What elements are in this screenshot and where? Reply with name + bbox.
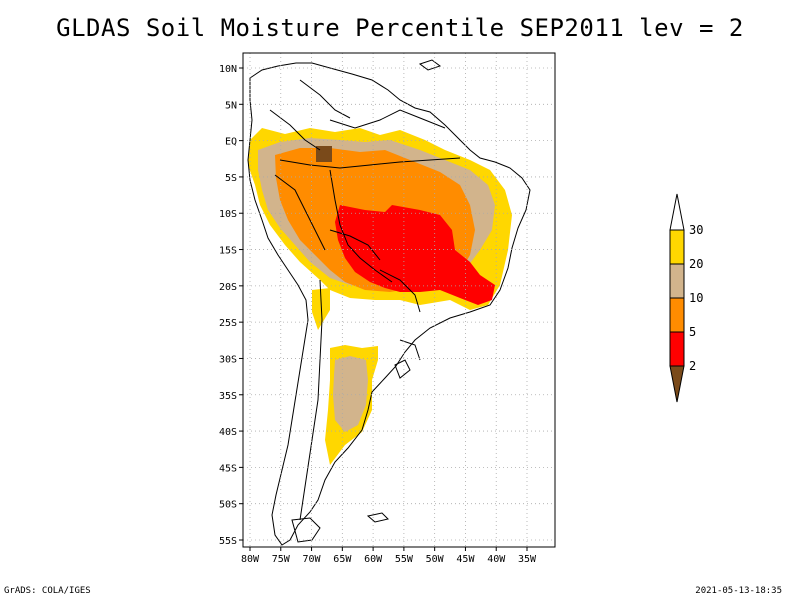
map-frame bbox=[242, 52, 556, 548]
lat-tick-label: 10S bbox=[219, 209, 237, 220]
legend-over-arrow bbox=[669, 193, 685, 231]
lat-tick-label: 25S bbox=[219, 318, 237, 329]
lat-tick-label: 50S bbox=[219, 500, 237, 511]
legend-band bbox=[669, 331, 685, 367]
legend-label: 30 bbox=[689, 223, 703, 237]
lon-tick-label: 75W bbox=[272, 554, 291, 565]
amazon-river bbox=[279, 157, 461, 169]
lat-tick-label: 55S bbox=[219, 536, 237, 547]
lat-tick-label: 20S bbox=[219, 282, 237, 293]
lat-tick-label: EQ bbox=[225, 137, 237, 148]
lat-tick-label: 5S bbox=[225, 173, 237, 184]
south-america-outline bbox=[247, 62, 531, 546]
tierra-del-fuego bbox=[291, 517, 321, 543]
lat-tick-label: 30S bbox=[219, 354, 237, 365]
shade-red-core bbox=[335, 205, 495, 305]
lon-tick-label: 80W bbox=[241, 554, 260, 565]
lat-tick-label: 5N bbox=[225, 100, 237, 111]
border-peru bbox=[274, 174, 326, 251]
shade-tan-argentina bbox=[333, 356, 368, 432]
legend-label: 20 bbox=[689, 257, 703, 271]
render-timestamp: 2021-05-13-18:35 bbox=[695, 586, 782, 596]
lat-tick-label: 40S bbox=[219, 427, 237, 438]
latitude-ticks: 10N 5N EQ 5S 10S 15S 20S 25S 30S 35S 40S 45S 50S 55S bbox=[219, 64, 243, 547]
legend-colorbar: 30 20 10 5 2 bbox=[669, 193, 703, 403]
legend-label: 10 bbox=[689, 291, 703, 305]
grads-credit: GrADS: COLA/IGES bbox=[4, 586, 91, 596]
border-brazil-west bbox=[329, 169, 393, 283]
longitude-ticks: 80W 75W 70W 65W 60W 55W 50W 45W 40W 35W bbox=[241, 547, 537, 565]
lat-tick-label: 15S bbox=[219, 246, 237, 257]
border-paraguay bbox=[379, 269, 421, 313]
border-colombia bbox=[269, 109, 321, 151]
lon-tick-label: 65W bbox=[333, 554, 352, 565]
map-title: GLDAS Soil Moisture Percentile SEP2011 l… bbox=[56, 14, 744, 42]
lon-tick-label: 45W bbox=[456, 554, 475, 565]
percentile-shading bbox=[248, 128, 512, 465]
border-argentina-chile bbox=[299, 279, 323, 521]
lon-tick-label: 55W bbox=[395, 554, 414, 565]
shade-red-north bbox=[360, 235, 395, 268]
border-bolivia bbox=[329, 229, 381, 261]
legend-under-arrow bbox=[669, 365, 685, 403]
caribbean-islands bbox=[418, 59, 442, 71]
lat-tick-label: 10N bbox=[219, 64, 237, 75]
lat-tick-label: 35S bbox=[219, 391, 237, 402]
lon-tick-label: 50W bbox=[426, 554, 445, 565]
legend-label: 5 bbox=[689, 325, 696, 339]
graticule bbox=[243, 53, 555, 547]
border-uruguay bbox=[399, 339, 421, 361]
lon-tick-label: 60W bbox=[364, 554, 383, 565]
lon-tick-label: 70W bbox=[303, 554, 322, 565]
lon-tick-label: 35W bbox=[518, 554, 537, 565]
river-plate bbox=[394, 359, 411, 379]
border-brazil-north bbox=[329, 109, 446, 129]
falklands bbox=[366, 512, 389, 523]
lat-tick-label: 45S bbox=[219, 463, 237, 474]
coastline bbox=[247, 59, 531, 546]
legend-label: 2 bbox=[689, 359, 696, 373]
legend-band bbox=[669, 297, 685, 333]
legend-band bbox=[669, 263, 685, 299]
legend-band bbox=[669, 229, 685, 265]
lon-tick-label: 40W bbox=[487, 554, 506, 565]
